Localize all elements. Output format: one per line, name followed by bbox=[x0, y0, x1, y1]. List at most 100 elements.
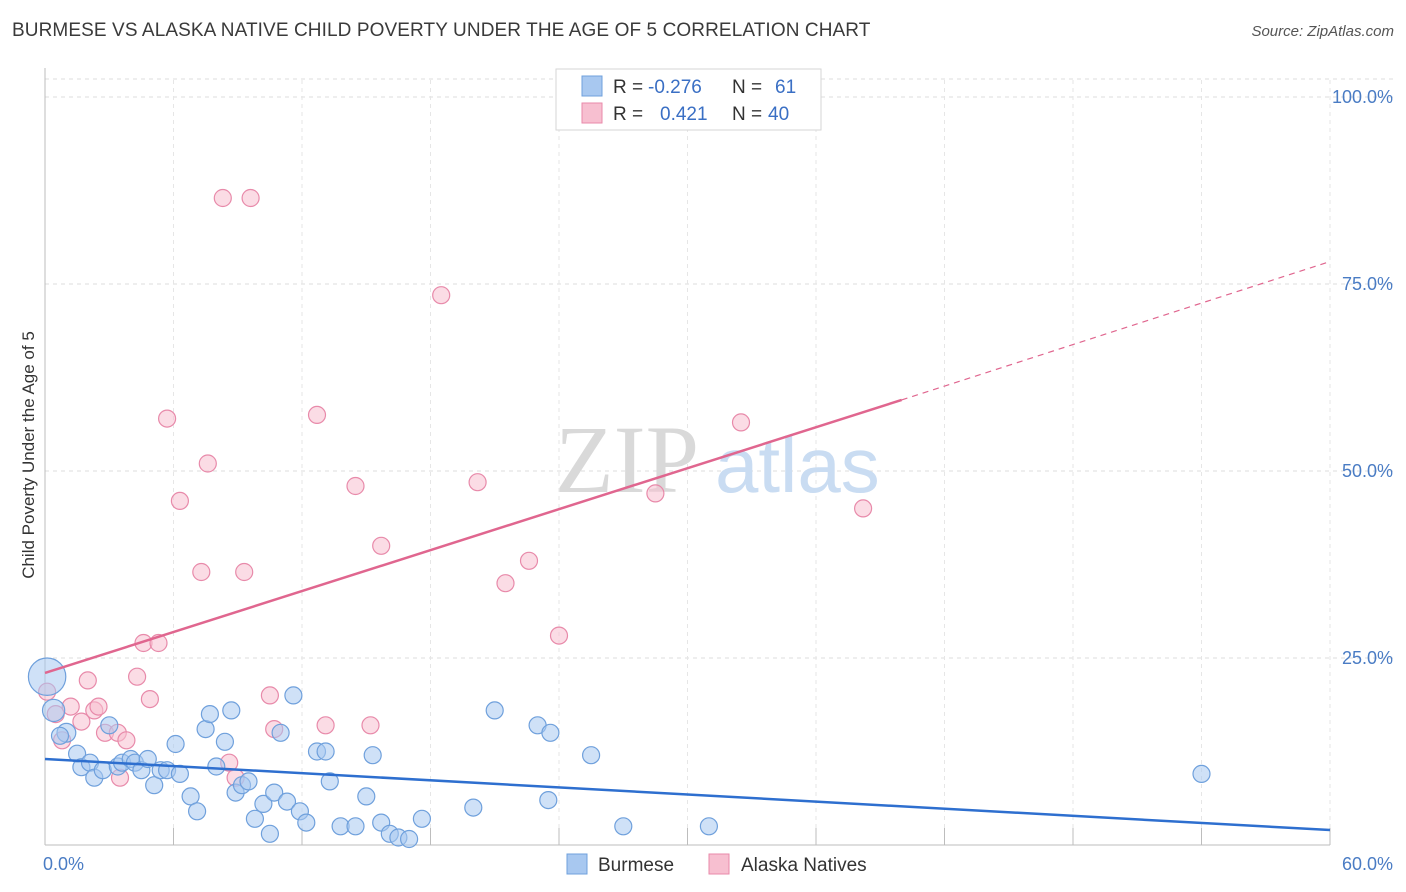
watermark-zip: ZIP bbox=[555, 406, 699, 513]
burmese-point bbox=[215, 732, 234, 751]
burmese-point bbox=[166, 734, 185, 754]
burmese-point bbox=[271, 723, 290, 742]
chart-source: Source: ZipAtlas.com bbox=[1251, 23, 1394, 40]
burmese-point bbox=[1192, 764, 1211, 784]
alaska-native-point bbox=[496, 574, 515, 593]
y-axis-label: Child Poverty Under the Age of 5 bbox=[19, 331, 38, 579]
alaska-native-point bbox=[346, 476, 365, 496]
alaska-native-point bbox=[468, 473, 487, 492]
burmese-point bbox=[699, 817, 719, 836]
watermark: ZIP atlas bbox=[555, 406, 880, 513]
legend-bottom: Burmese Alaska Natives bbox=[566, 853, 867, 876]
watermark-atlas: atlas bbox=[715, 421, 880, 509]
trend-line-alaska-extension bbox=[901, 260, 1331, 401]
burmese-point bbox=[277, 792, 297, 811]
alaska-native-point bbox=[260, 686, 279, 705]
burmese-point bbox=[207, 757, 226, 776]
alaska-native-point bbox=[78, 671, 97, 690]
legend-r-label: R = bbox=[613, 104, 643, 125]
chart-title: BURMESE VS ALASKA NATIVE CHILD POVERTY U… bbox=[12, 20, 871, 41]
legend-bottom-swatch-alaska bbox=[708, 853, 730, 875]
legend-r-value: -0.276 bbox=[648, 77, 702, 98]
burmese-point bbox=[245, 809, 264, 828]
alaska-native-point bbox=[361, 716, 380, 735]
alaska-native-point bbox=[140, 689, 159, 709]
alaska-native-point bbox=[158, 409, 177, 428]
alaska-native-point bbox=[72, 712, 91, 731]
alaska-native-point bbox=[853, 499, 873, 518]
legend-bottom-label-alaska: Alaska Natives bbox=[741, 855, 867, 876]
burmese-point bbox=[297, 813, 316, 832]
burmese-point bbox=[27, 657, 67, 697]
burmese-point bbox=[100, 716, 119, 735]
burmese-point bbox=[265, 783, 284, 802]
burmese-point bbox=[581, 746, 601, 765]
alaska-native-point bbox=[241, 188, 260, 208]
burmese-point bbox=[200, 704, 219, 724]
legend-n-label: N = bbox=[732, 104, 762, 125]
burmese-point bbox=[93, 761, 112, 780]
legend-n-value: 40 bbox=[768, 104, 789, 125]
burmese-point bbox=[541, 723, 560, 742]
alaska-native-point bbox=[432, 286, 451, 305]
tick-labels: 100.0% 75.0% 50.0% 25.0% 0.0% 60.0% bbox=[43, 87, 1393, 874]
y-tick-label: 25.0% bbox=[1342, 648, 1393, 668]
burmese-point bbox=[316, 742, 335, 761]
alaska-native-point bbox=[128, 667, 147, 686]
burmese-point bbox=[412, 809, 431, 828]
alaska-native-point bbox=[170, 491, 189, 510]
burmese-point bbox=[222, 701, 241, 720]
x-tick-label: 0.0% bbox=[43, 854, 84, 874]
burmese-point bbox=[539, 790, 558, 810]
legend-top: R = -0.276 N = 61 R = 0.421 N = 40 bbox=[555, 68, 822, 131]
alaska-native-point bbox=[235, 562, 254, 582]
burmese-point bbox=[181, 787, 200, 806]
alaska-native-point bbox=[519, 551, 539, 570]
trend-lines bbox=[44, 260, 1331, 832]
alaska-native-point bbox=[89, 697, 108, 716]
alaska-native-point bbox=[646, 484, 665, 503]
burmese-point bbox=[254, 794, 273, 814]
burmese-point bbox=[400, 829, 419, 849]
alaska-native-point bbox=[731, 413, 751, 432]
trend-line-alaska bbox=[44, 398, 903, 675]
trend-line-burmese bbox=[44, 757, 1331, 832]
burmese-point bbox=[260, 824, 279, 843]
alaska-native-point bbox=[372, 536, 391, 555]
burmese-point bbox=[614, 817, 633, 836]
alaska-native-point bbox=[549, 626, 569, 645]
burmese-point bbox=[50, 726, 70, 745]
burmese-point bbox=[41, 698, 66, 723]
legend-bottom-label-burmese: Burmese bbox=[598, 855, 674, 876]
legend-swatch-alaska bbox=[581, 102, 603, 124]
alaska-native-point bbox=[192, 562, 211, 582]
burmese-point bbox=[485, 701, 504, 720]
series-alaska-natives bbox=[37, 188, 873, 787]
burmese-point bbox=[284, 686, 303, 705]
burmese-point bbox=[357, 787, 376, 806]
series-burmese bbox=[27, 657, 1211, 849]
y-tick-label: 75.0% bbox=[1342, 274, 1393, 294]
burmese-point bbox=[320, 772, 339, 791]
legend-n-label: N = bbox=[732, 77, 762, 98]
legend-bottom-swatch-burmese bbox=[566, 853, 588, 875]
burmese-point bbox=[363, 746, 382, 765]
x-tick-label: 60.0% bbox=[1342, 854, 1393, 874]
alaska-native-point bbox=[316, 716, 335, 735]
legend-swatch-burmese bbox=[581, 75, 603, 97]
burmese-point bbox=[196, 719, 215, 739]
y-tick-label: 100.0% bbox=[1332, 87, 1393, 107]
burmese-point bbox=[145, 776, 164, 795]
burmese-point bbox=[239, 772, 258, 791]
alaska-native-point bbox=[198, 454, 217, 473]
legend-n-value: 61 bbox=[775, 77, 796, 98]
legend-r-label: R = bbox=[613, 77, 643, 98]
alaska-native-point bbox=[117, 731, 136, 750]
burmese-point bbox=[464, 798, 483, 817]
alaska-native-point bbox=[213, 188, 232, 208]
alaska-native-point bbox=[307, 405, 327, 424]
burmese-point bbox=[346, 817, 365, 836]
burmese-point bbox=[188, 802, 207, 821]
y-tick-label: 50.0% bbox=[1342, 461, 1393, 481]
